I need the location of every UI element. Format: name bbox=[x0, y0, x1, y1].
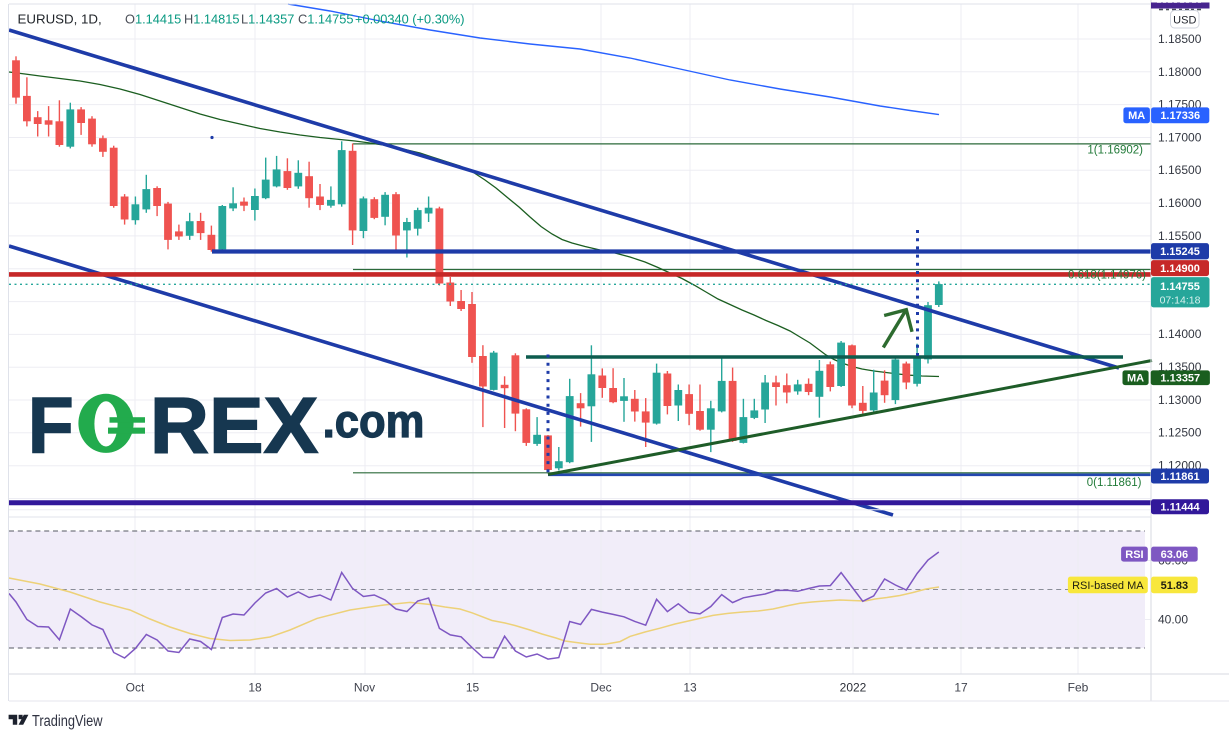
svg-text:2022: 2022 bbox=[840, 681, 867, 695]
svg-text:1.13357: 1.13357 bbox=[1160, 373, 1200, 385]
svg-text:Oct: Oct bbox=[126, 681, 145, 695]
svg-text:USD: USD bbox=[1173, 14, 1196, 26]
svg-text:1.18500: 1.18500 bbox=[1158, 32, 1202, 46]
svg-text:1.12500: 1.12500 bbox=[1158, 426, 1202, 440]
svg-text:40.00: 40.00 bbox=[1158, 613, 1188, 627]
svg-text:+0.00340 (+0.30%): +0.00340 (+0.30%) bbox=[355, 12, 465, 27]
svg-text:0(1.11861): 0(1.11861) bbox=[1087, 477, 1142, 489]
svg-text:07:14:18: 07:14:18 bbox=[1160, 294, 1201, 306]
svg-text:13: 13 bbox=[683, 681, 697, 695]
svg-text:REX: REX bbox=[150, 381, 318, 470]
svg-text:1.18000: 1.18000 bbox=[1158, 65, 1202, 79]
svg-text:0.618(1.14976): 0.618(1.14976) bbox=[1068, 270, 1146, 282]
svg-text:1.15245: 1.15245 bbox=[1160, 246, 1200, 258]
svg-text:EURUSD, 1D,: EURUSD, 1D, bbox=[18, 12, 102, 27]
svg-text:17: 17 bbox=[954, 681, 968, 695]
svg-text:C1.14755: C1.14755 bbox=[298, 12, 354, 27]
svg-text:.com: .com bbox=[323, 395, 425, 447]
svg-text:1.14000: 1.14000 bbox=[1158, 327, 1202, 341]
svg-text:1(1.16902): 1(1.16902) bbox=[1087, 145, 1143, 157]
svg-text:L1.14357: L1.14357 bbox=[241, 12, 294, 27]
svg-text:MA: MA bbox=[1127, 373, 1144, 385]
svg-text:RSI: RSI bbox=[1125, 549, 1143, 561]
svg-text:RSI-based MA: RSI-based MA bbox=[1072, 580, 1144, 592]
svg-text:1.17336: 1.17336 bbox=[1160, 110, 1200, 122]
svg-text:1.15500: 1.15500 bbox=[1158, 229, 1202, 243]
svg-text:63.06: 63.06 bbox=[1161, 549, 1189, 561]
svg-text:1.17000: 1.17000 bbox=[1158, 130, 1202, 144]
svg-text:18: 18 bbox=[248, 681, 262, 695]
svg-text:TradingView: TradingView bbox=[32, 713, 103, 730]
svg-text:Feb: Feb bbox=[1068, 681, 1089, 695]
svg-text:15: 15 bbox=[466, 681, 480, 695]
svg-text:1.14900: 1.14900 bbox=[1160, 263, 1200, 275]
svg-text:Dec: Dec bbox=[590, 681, 611, 695]
svg-text:H1.14815: H1.14815 bbox=[184, 12, 240, 27]
svg-text:1.16500: 1.16500 bbox=[1158, 163, 1202, 177]
svg-text:1.16000: 1.16000 bbox=[1158, 196, 1202, 210]
svg-text:1.11861: 1.11861 bbox=[1160, 471, 1199, 483]
svg-text:1.13000: 1.13000 bbox=[1158, 393, 1202, 407]
svg-text:MA: MA bbox=[1128, 110, 1145, 122]
svg-text:F: F bbox=[28, 381, 74, 470]
svg-text:1.11444: 1.11444 bbox=[1160, 502, 1200, 514]
svg-text:1.14755: 1.14755 bbox=[1160, 281, 1200, 293]
svg-text:Nov: Nov bbox=[354, 681, 375, 695]
svg-text:51.83: 51.83 bbox=[1161, 580, 1189, 592]
svg-text:O1.14415: O1.14415 bbox=[125, 12, 181, 27]
